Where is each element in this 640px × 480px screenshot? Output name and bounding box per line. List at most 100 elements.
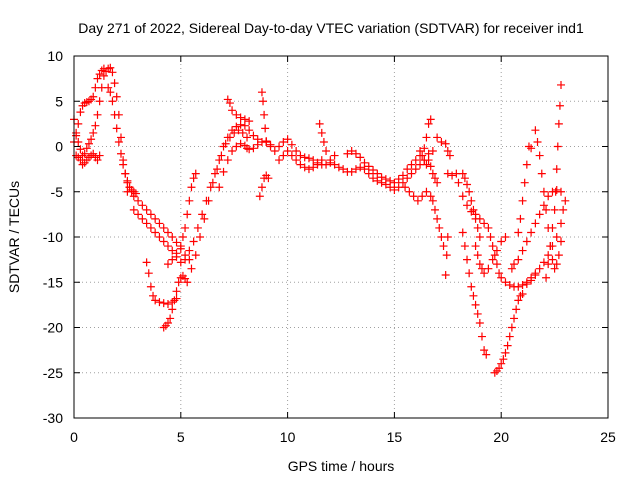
- data-point: [463, 180, 472, 189]
- data-point: [168, 233, 177, 241]
- data-point: [144, 269, 153, 278]
- data-point: [287, 140, 296, 149]
- data-point: [548, 242, 557, 251]
- data-point: [91, 121, 100, 130]
- data-point: [99, 64, 108, 73]
- data-point: [112, 124, 121, 133]
- data-point: [168, 305, 177, 314]
- series-arc-y: [443, 169, 540, 291]
- data-point: [159, 323, 168, 332]
- data-point: [300, 153, 309, 162]
- data-point: [89, 128, 98, 137]
- data-point: [196, 233, 205, 241]
- data-point: [134, 196, 143, 205]
- data-point: [279, 137, 288, 146]
- data-point: [433, 214, 442, 223]
- data-point: [422, 160, 431, 169]
- data-point: [317, 128, 326, 137]
- x-axis-tick-labels: 0 5 10 15 20 25: [70, 429, 616, 445]
- data-point: [163, 299, 172, 308]
- data-point: [191, 169, 200, 178]
- y-axis-tick-labels: 10 5 0 -5 -10 -15 -20 -25 -30: [43, 48, 63, 426]
- data-point: [394, 175, 403, 184]
- data-point: [215, 183, 224, 192]
- series-arc-ac: [490, 290, 527, 377]
- data-point: [300, 163, 309, 172]
- data-point: [522, 160, 531, 169]
- data-point: [104, 83, 113, 92]
- data-point: [172, 249, 181, 258]
- data-point: [225, 99, 234, 108]
- data-point: [236, 139, 245, 148]
- data-point: [405, 187, 414, 196]
- data-point: [76, 108, 85, 117]
- data-point: [208, 178, 217, 187]
- series-arc-b: [70, 64, 108, 146]
- data-point: [178, 233, 187, 241]
- data-point: [296, 151, 305, 160]
- x-tick-label: 15: [387, 429, 403, 445]
- data-point: [441, 271, 450, 280]
- data-point: [319, 137, 328, 146]
- data-point: [488, 242, 497, 251]
- data-point: [544, 251, 553, 260]
- data-point: [469, 291, 478, 300]
- data-point: [539, 258, 548, 267]
- data-point: [448, 171, 457, 180]
- data-point: [159, 237, 168, 246]
- data-point: [189, 174, 198, 183]
- data-point: [230, 128, 239, 137]
- data-point: [554, 251, 563, 260]
- data-point: [527, 276, 536, 285]
- data-point: [146, 282, 155, 291]
- data-point: [460, 242, 469, 251]
- data-point: [270, 147, 279, 156]
- data-point: [275, 156, 284, 165]
- series-arc-u: [401, 183, 448, 251]
- series-arc-q: [275, 147, 326, 174]
- series-arc-i: [163, 169, 200, 269]
- data-points: [70, 63, 570, 377]
- data-point: [531, 126, 540, 135]
- data-point: [116, 149, 125, 158]
- data-point: [125, 183, 134, 192]
- data-point: [544, 192, 553, 201]
- data-point: [315, 119, 324, 128]
- data-point: [473, 309, 482, 318]
- data-point: [551, 187, 560, 196]
- series-arc-l: [215, 137, 275, 192]
- data-point: [283, 135, 292, 144]
- data-point: [518, 196, 527, 205]
- data-point: [119, 160, 128, 169]
- data-point: [91, 83, 100, 92]
- x-tick-label: 10: [280, 429, 296, 445]
- data-point: [477, 332, 486, 341]
- data-point: [168, 255, 177, 264]
- data-point: [174, 278, 183, 287]
- data-point: [163, 260, 172, 269]
- y-tick-label: 5: [55, 93, 63, 109]
- data-point: [390, 178, 399, 187]
- data-point: [343, 149, 352, 158]
- data-point: [544, 260, 553, 269]
- series-arc-w: [441, 233, 452, 280]
- data-point: [262, 137, 271, 146]
- data-point: [89, 149, 98, 158]
- data-point: [480, 219, 489, 228]
- series-arc-j: [181, 120, 262, 264]
- data-point: [356, 153, 365, 162]
- data-point: [183, 278, 192, 287]
- data-point: [283, 147, 292, 156]
- data-point: [467, 196, 476, 205]
- data-point: [146, 210, 155, 219]
- data-point: [475, 260, 484, 269]
- data-point: [266, 142, 275, 151]
- data-point: [149, 291, 158, 300]
- data-point: [548, 255, 557, 264]
- data-point: [155, 298, 164, 307]
- data-point: [296, 160, 305, 169]
- axis-ticks: [73, 55, 609, 419]
- data-point: [424, 156, 433, 165]
- data-point: [110, 110, 119, 119]
- data-point: [458, 169, 467, 178]
